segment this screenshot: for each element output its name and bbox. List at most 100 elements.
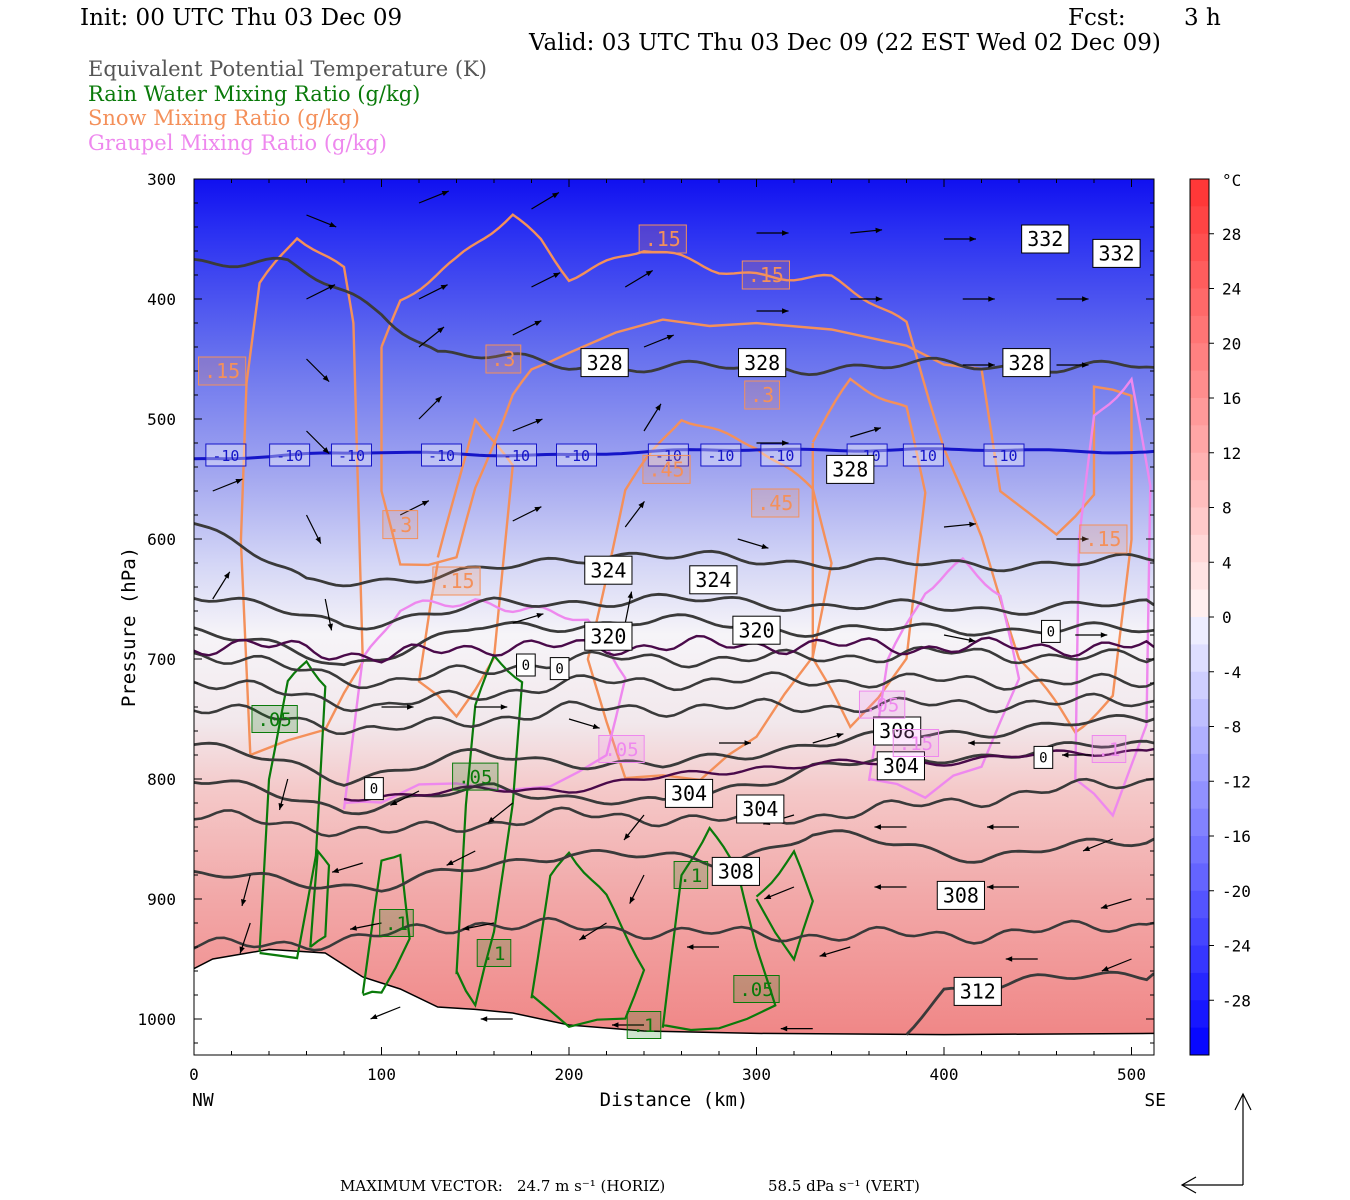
minus10-label-text: -10 [212,447,239,465]
colorbar-swatch [1190,863,1209,892]
minus10-label-box [760,443,802,467]
snow-contour [811,377,927,730]
wind-vector-head [761,543,769,549]
wind-vector-head [969,236,976,242]
rain-label-text: .1 [679,865,702,887]
wind-vector-head [782,230,789,236]
theta-e-label-text: 324 [695,568,731,592]
colorbar-tick-label: -28 [1222,991,1251,1010]
wind-vector-head [874,824,881,830]
rain-label-text: .1 [633,1015,656,1037]
rain-contour [530,851,646,1029]
wind-vector [1056,362,1089,368]
wind-vector-head [1082,296,1089,302]
zero-isotherm-label-box [364,777,384,801]
colorbar-swatch [1190,753,1209,782]
theta-e-contour [194,613,1154,667]
snow-label-box [751,488,800,518]
wind-vector [850,227,883,234]
wind-vector-head [535,418,543,425]
wind-vector-head [315,536,321,544]
theta-e-label-box [873,716,922,746]
colorbar-swatch [1190,507,1209,536]
theta-e-label-text: 304 [671,782,707,806]
wind-vector-head [873,427,881,433]
minus10-label-text: -10 [428,447,455,465]
wind-vector-head [441,190,449,197]
minus10-label-text: -10 [990,447,1017,465]
wind-vector [418,326,445,348]
rain-contour [309,848,331,948]
wind-vector-head [744,740,751,746]
snow-label-box [432,566,481,596]
theta-e-contour [194,777,1154,838]
rain-label: .1 [673,861,709,889]
theta-e-label-text: 320 [738,618,774,642]
colorbar-tick-label: -12 [1222,772,1251,791]
wind-vector [241,874,251,907]
snow-label-text: .15 [438,569,474,593]
theta-e-label: 332 [1092,238,1141,268]
wind-vector-head [1100,632,1108,638]
theta-e-label-text: 312 [960,980,996,1004]
wind-vector [306,284,336,300]
x-tick-label: 500 [1117,1065,1146,1084]
snow-label-box [198,356,247,386]
x-tick-label: 0 [189,1065,199,1084]
wind-vector [850,427,882,438]
snow-label: .15 [741,260,790,290]
minus10-isotherm [194,447,1154,461]
snow-contour [417,417,515,719]
wind-vector-head [624,833,631,840]
minus10-label-box [700,443,742,467]
snow-label-text: .3 [491,347,515,371]
minus10-label-box [983,443,1025,467]
rain-contour [258,659,327,960]
colorbar-swatch [1190,836,1209,864]
rain-label-text: .1 [385,913,408,935]
y-tick-label: 600 [147,530,176,549]
wind-vector-head [782,308,789,314]
wind-vector-head [819,951,827,957]
minus10-label-text: -10 [338,447,365,465]
wind-vector [943,634,976,643]
nw-label: NW [192,1090,214,1111]
colorbar-tick-label: 24 [1222,280,1241,299]
zero-isotherm [194,634,1154,664]
wind-vector [512,418,543,432]
snow-contour [586,418,833,782]
theta-e-label: 304 [664,778,714,808]
rain-label-box [251,705,298,733]
wind-vector-head [328,284,336,291]
colorbar-swatch [1190,315,1209,344]
wind-vector [1056,296,1089,302]
wind-vector-head [987,824,994,830]
x-axis-title: Distance (km) [600,1089,749,1111]
wind-vector [624,501,645,528]
theta-e-label-box [738,348,787,378]
wind-vector [370,1006,401,1020]
wind-vector-head [278,802,284,810]
wind-vector [487,802,514,824]
minus10-label-text: -10 [563,447,590,465]
graupel-label-text: .05 [865,694,899,716]
wind-vector-head [968,637,976,643]
snow-label-text: .3 [388,513,412,537]
wind-vector [331,862,363,873]
wind-vector-head [332,867,340,873]
graupel-contour [342,598,627,810]
zero-isotherm-label: 0 [516,653,536,677]
minus10-label: -10 [205,443,247,467]
wind-vector-head [764,893,772,900]
theta-e-label-box [664,778,714,808]
wind-vector [480,1016,513,1022]
minus10-label-box [902,443,944,467]
zero-isotherm-label-text: 0 [522,658,530,674]
graupel-contour [1074,376,1152,818]
minus10-label: -10 [983,443,1025,467]
wind-vector-head [1083,845,1091,852]
y-tick-label: 700 [147,650,176,669]
rain-label: .05 [733,975,780,1003]
wind-vector-head [638,501,645,509]
graupel-label: .05 [598,735,645,763]
